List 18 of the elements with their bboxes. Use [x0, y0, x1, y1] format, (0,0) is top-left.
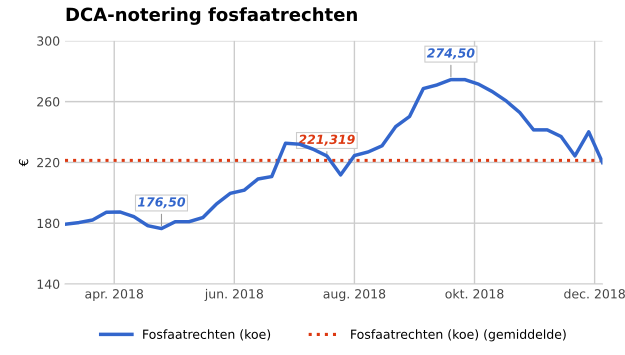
annotation: 221,319: [298, 134, 355, 146]
data-label: 176,50: [138, 197, 186, 208]
x-tick-label: okt. 2018: [445, 288, 504, 299]
legend-label: Fosfaatrechten (koe): [143, 329, 270, 340]
x-tick-label: jun. 2018: [204, 288, 264, 301]
chart-title: DCA-notering fosfaatrechten: [66, 7, 357, 25]
y-tick-label: 140: [38, 279, 60, 289]
y-axis-title: €: [18, 159, 28, 166]
y-tick-label: 220: [37, 158, 60, 168]
y-tick-label: 180: [38, 218, 60, 228]
y-tick-label: 260: [37, 97, 60, 107]
data-label: 274,50: [426, 48, 475, 60]
x-tick-label: aug. 2018: [324, 289, 386, 301]
legend-label: Fosfaatrechten (koe) (gemiddelde): [351, 329, 566, 342]
x-tick-label: apr. 2018: [85, 289, 144, 301]
x-tick-label: dec. 2018: [564, 288, 625, 299]
line-series: [65, 78, 602, 230]
y-tick-label: 300: [37, 36, 60, 46]
